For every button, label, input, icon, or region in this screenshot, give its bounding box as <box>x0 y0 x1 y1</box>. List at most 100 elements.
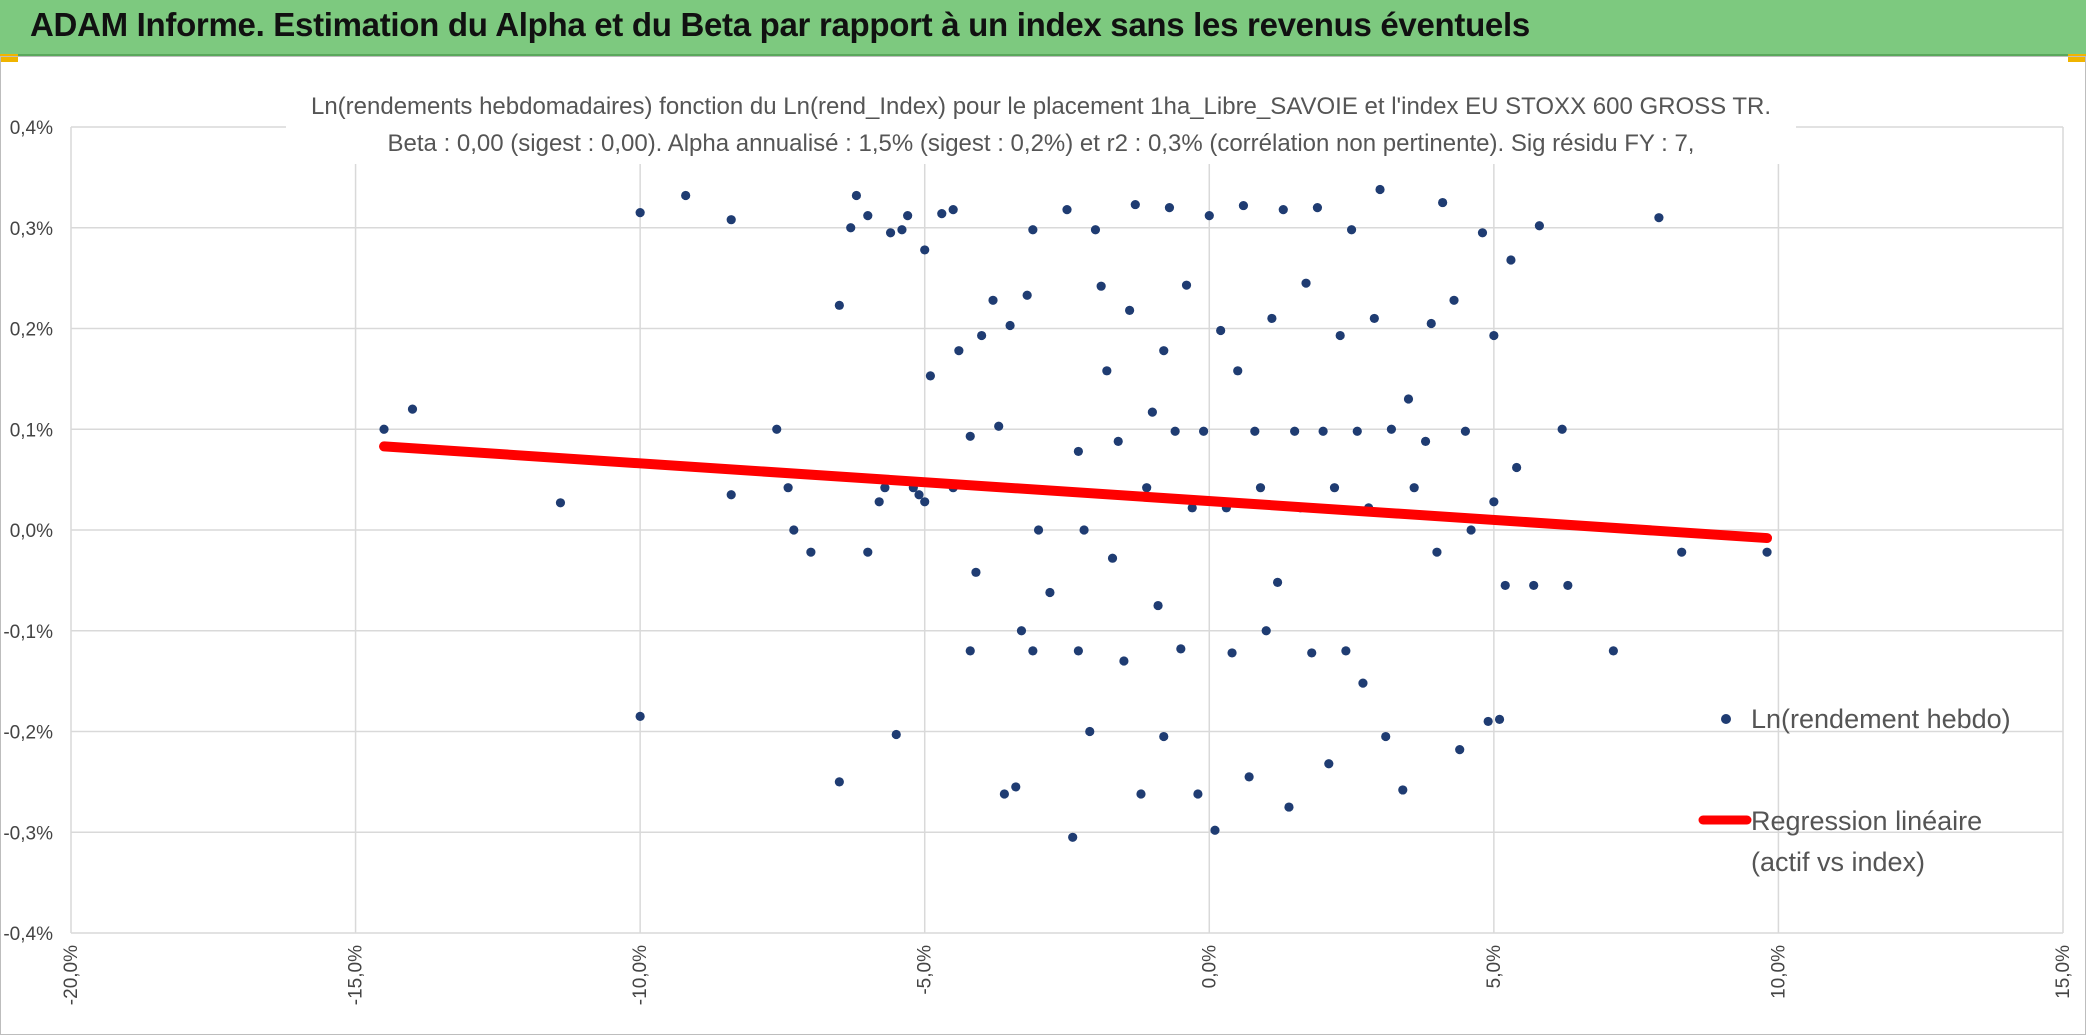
data-point <box>1506 255 1516 265</box>
data-point <box>988 295 998 305</box>
data-points <box>379 184 1772 842</box>
y-tick-label: 0,2% <box>10 320 53 341</box>
data-point <box>726 215 736 225</box>
data-point <box>1329 483 1340 493</box>
data-point <box>1563 580 1573 591</box>
y-tick-label: -0,3% <box>3 823 53 844</box>
data-point <box>977 330 987 341</box>
data-point <box>1312 203 1323 213</box>
data-point <box>994 421 1004 431</box>
data-point <box>1318 426 1328 436</box>
data-point <box>635 711 645 721</box>
legend: Ln(rendement hebdo) Regression linéaire … <box>1698 704 2011 877</box>
grid <box>70 126 2064 934</box>
data-point <box>1164 203 1175 213</box>
data-point <box>1119 656 1129 666</box>
legend-points-label: Ln(rendement hebdo) <box>1751 704 2011 734</box>
data-point <box>1238 200 1249 211</box>
data-point <box>772 424 782 434</box>
data-point <box>1016 626 1027 636</box>
data-point <box>1341 646 1351 656</box>
data-point <box>1233 366 1243 376</box>
legend-regression-label-1: Regression linéaire <box>1751 806 1982 836</box>
data-point <box>1204 211 1214 221</box>
data-point <box>1489 330 1499 341</box>
data-point <box>1073 446 1083 457</box>
data-point <box>806 547 816 557</box>
header-banner: ADAM Informe. Estimation du Alpha et du … <box>0 0 2086 56</box>
data-point <box>1608 646 1618 656</box>
y-tick-label: -0,1% <box>3 622 53 643</box>
data-point <box>1272 577 1283 587</box>
data-point <box>1352 426 1362 436</box>
data-point <box>903 211 913 221</box>
x-axis-tick-labels: -20,0% -15,0% -10,0% -5,0% 0,0% 5,0% 10,0% 15,0… <box>61 945 2074 1005</box>
data-point <box>407 404 418 414</box>
data-point <box>1068 832 1078 842</box>
data-point <box>846 223 856 233</box>
data-point <box>1290 426 1300 436</box>
data-point <box>925 371 936 381</box>
data-point <box>891 729 901 740</box>
data-point <box>1136 789 1146 799</box>
x-tick-label: -5,0% <box>915 945 936 995</box>
data-point <box>1090 225 1101 235</box>
data-point <box>1210 825 1220 835</box>
data-point <box>1187 503 1197 513</box>
data-point <box>1278 205 1288 215</box>
data-point <box>1398 785 1408 795</box>
data-point <box>1102 366 1112 376</box>
data-point <box>789 525 799 535</box>
data-point <box>555 498 566 508</box>
data-point <box>1358 678 1368 688</box>
corner-marker-right <box>2068 54 2086 62</box>
data-point <box>1176 644 1186 654</box>
y-tick-label: 0,4% <box>10 118 53 139</box>
data-point <box>1460 426 1470 436</box>
regression-line <box>379 441 1773 544</box>
data-point <box>1284 802 1294 812</box>
data-point <box>1170 426 1180 436</box>
data-point <box>1301 278 1311 288</box>
data-point <box>1420 436 1431 446</box>
data-point <box>1307 648 1317 658</box>
data-point <box>971 567 981 577</box>
y-tick-label: 0,3% <box>10 219 53 240</box>
corner-marker-left <box>0 54 18 62</box>
data-point <box>1403 394 1414 404</box>
data-point <box>920 245 930 255</box>
page-title: ADAM Informe. Estimation du Alpha et du … <box>30 6 1530 43</box>
data-point <box>1216 325 1226 336</box>
data-point <box>1159 731 1169 742</box>
data-point <box>1181 280 1192 290</box>
y-tick-label: 0,0% <box>10 521 53 542</box>
data-point <box>1512 462 1522 473</box>
data-point <box>948 205 958 215</box>
data-point <box>1426 318 1436 329</box>
data-point <box>1386 424 1397 434</box>
data-point <box>1449 295 1459 305</box>
data-point <box>1153 600 1163 611</box>
data-point <box>726 490 736 500</box>
data-point <box>1085 726 1095 737</box>
data-point <box>1159 346 1169 356</box>
data-point <box>1375 184 1385 195</box>
data-point <box>1335 330 1345 341</box>
data-point <box>1062 205 1072 215</box>
data-point <box>1381 731 1391 742</box>
title-background <box>286 89 1796 164</box>
data-point <box>1142 483 1152 493</box>
data-point <box>1477 228 1488 238</box>
data-point <box>1369 313 1379 324</box>
data-point <box>1125 305 1135 315</box>
data-point <box>1466 525 1476 535</box>
data-point <box>1529 580 1539 591</box>
data-point <box>1534 221 1544 231</box>
data-point <box>834 300 844 310</box>
data-point <box>1409 483 1419 493</box>
data-point <box>1005 320 1015 331</box>
data-point <box>965 646 975 656</box>
data-point <box>1267 313 1277 324</box>
scatter-chart: 0,4% 0,3% 0,2% 0,1% 0,0% -0,1% -0,2% -0,3% -0,4%… <box>3 89 2074 1005</box>
data-point <box>1438 197 1448 208</box>
